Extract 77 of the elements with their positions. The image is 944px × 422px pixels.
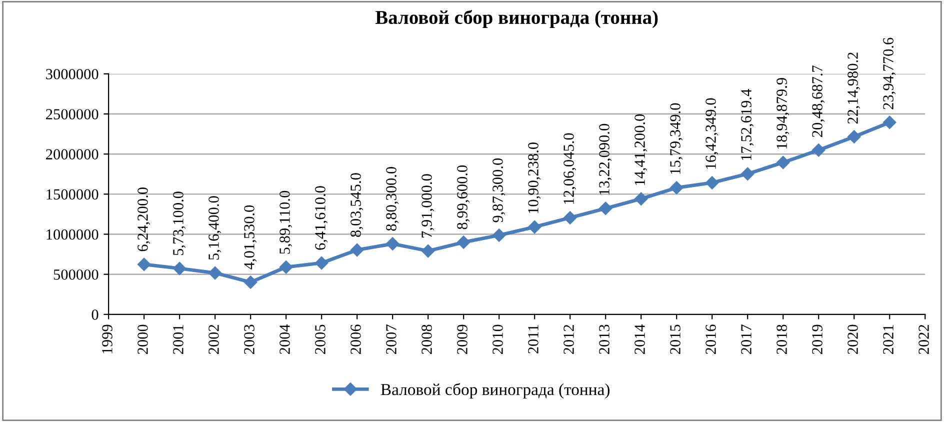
x-tick-label: 1999 [102, 324, 112, 354]
data-label: 13,22,090.0 [599, 124, 612, 195]
point [350, 243, 364, 257]
data-label: 8,99,600.0 [457, 165, 470, 230]
point [741, 167, 754, 180]
point [634, 192, 648, 206]
data-label: 8,80,300.0 [386, 166, 399, 231]
x-tick-label: 2016 [706, 324, 716, 354]
x-tick-label: 2017 [741, 324, 752, 354]
data-label: 5,89,110.0 [280, 190, 292, 254]
point [244, 276, 258, 289]
x-tick-label: 2006 [350, 324, 361, 354]
point [564, 211, 577, 224]
x-tick-label: 2018 [776, 324, 787, 354]
point [599, 202, 612, 215]
data-label: 15,79,349.0 [670, 103, 683, 174]
data-label: 23,94,770.6 [883, 38, 896, 110]
point [670, 181, 684, 194]
x-tick-label: 2014 [634, 324, 645, 354]
point [421, 244, 435, 258]
y-tick-label: 1000000 [46, 229, 98, 240]
y-tick-label: 0 [92, 310, 98, 320]
x-tick-label: 2015 [670, 324, 680, 354]
point [457, 236, 470, 249]
point [706, 176, 719, 190]
data-label: 5,16,400.0 [208, 196, 222, 260]
x-tick-label: 2012 [564, 324, 574, 354]
point [279, 260, 293, 274]
point [492, 228, 506, 242]
x-tick-label: 2004 [280, 324, 290, 354]
data-label: 12,06,045.0 [564, 133, 576, 204]
data-label: 22,14,980.2 [848, 52, 860, 124]
point [314, 256, 328, 270]
data-label: 16,42,349.0 [706, 98, 718, 169]
data-label: 5,73,100.0 [173, 192, 186, 256]
point [386, 237, 400, 250]
data-label: 6,41,610.0 [315, 186, 328, 250]
x-tick-label: 2010 [492, 324, 503, 354]
point [137, 258, 151, 271]
chart-title: Валовой сбор винограда (тонна) [375, 10, 658, 28]
y-tick-label: 1500000 [46, 189, 98, 200]
x-tick-label: 2019 [812, 324, 822, 354]
y-tick-label: 3000000 [46, 68, 98, 80]
x-tick-label: 2021 [883, 325, 894, 354]
y-tick-label: 2500000 [46, 109, 98, 120]
data-label: 6,24,200.0 [138, 187, 150, 252]
point [812, 144, 826, 157]
x-tick-label: 2000 [138, 324, 148, 354]
x-tick-label: 2001 [173, 325, 184, 354]
x-tick-label: 2002 [208, 324, 219, 354]
x-tick-label: 2022 [918, 324, 929, 354]
x-tick-label: 2007 [386, 324, 396, 354]
point [172, 262, 186, 276]
x-tick-label: 2011 [528, 325, 538, 354]
data-label: 7,91,000.0 [422, 174, 434, 238]
x-tick-label: 2003 [244, 324, 254, 354]
x-tick-label: 2020 [848, 324, 858, 354]
point [528, 220, 542, 234]
data-label: 17,52,619.4 [741, 89, 754, 160]
point [776, 156, 790, 170]
point [208, 266, 222, 280]
x-tick-label: 2013 [599, 324, 610, 354]
data-label: 14,41,200.0 [634, 114, 648, 185]
x-tick-label: 2005 [315, 324, 326, 354]
y-tick-label: 500000 [54, 269, 98, 280]
data-label: 10,90,238.0 [528, 142, 541, 214]
y-tick-label: 2000000 [46, 149, 98, 160]
data-label: 8,03,545.0 [350, 173, 364, 237]
x-tick-label: 2008 [422, 324, 432, 354]
data-label: 9,87,300.0 [492, 158, 506, 222]
data-label: 4,01,530.0 [244, 205, 257, 270]
x-tick-label: 2009 [457, 324, 468, 354]
point [848, 130, 861, 144]
point [883, 116, 896, 129]
data-label: 20,48,687.7 [812, 65, 825, 137]
legend-label: Валовой сбор винограда (тонна) [380, 383, 610, 399]
data-label: 18,94,879.9 [776, 78, 790, 149]
